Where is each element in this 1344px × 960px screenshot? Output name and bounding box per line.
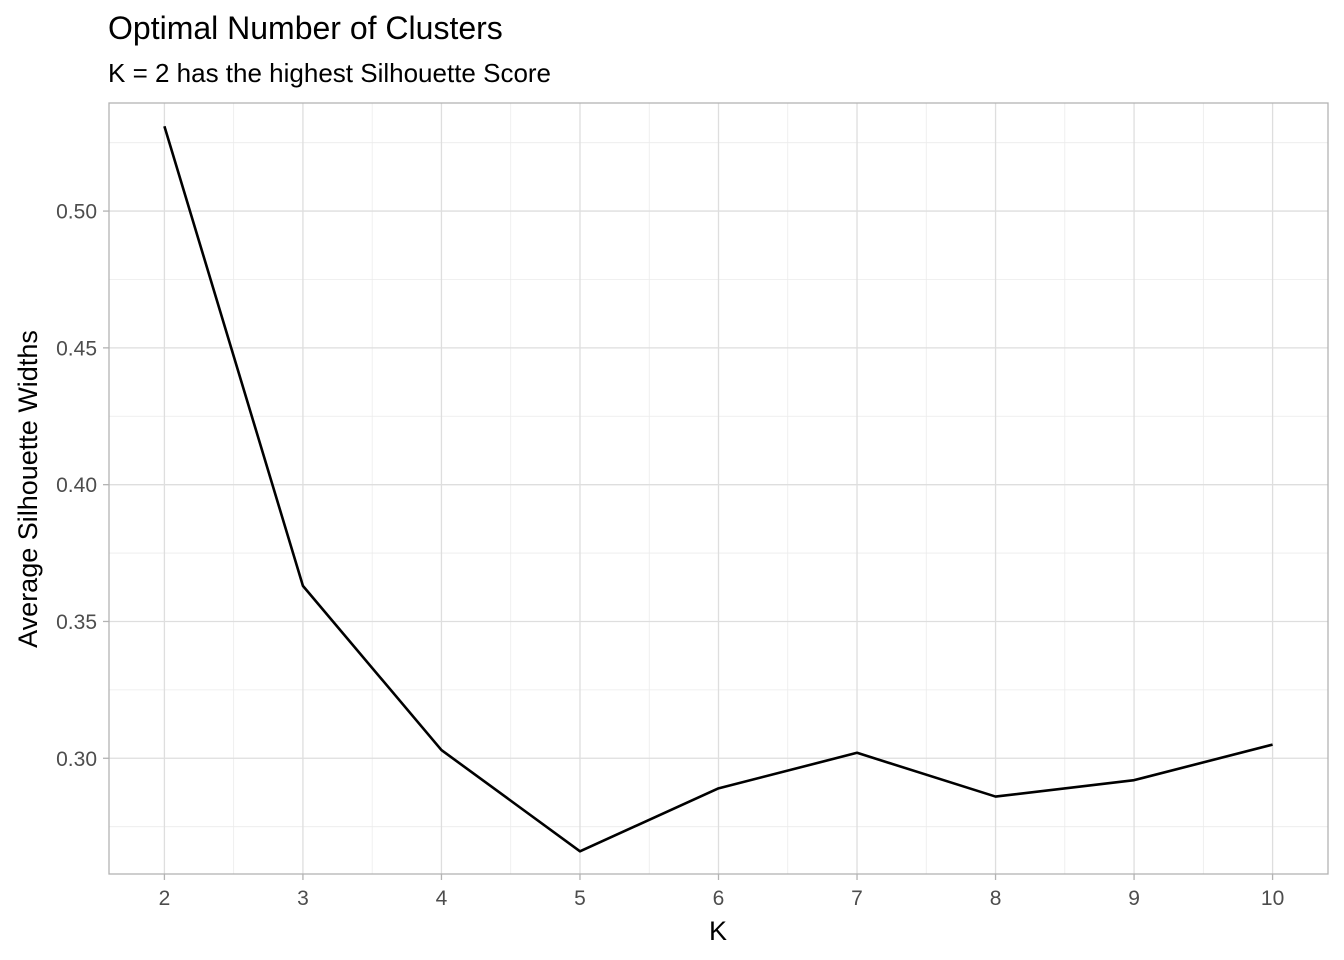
- y-tick-label: 0.35: [56, 611, 97, 634]
- x-axis-ticks: 2 3 4 5 6 7 8 9 10: [159, 874, 1284, 910]
- x-tick-label: 10: [1261, 887, 1284, 910]
- x-tick-label: 9: [1128, 887, 1140, 910]
- plot-panel: [108, 102, 1329, 875]
- chart-subtitle: K = 2 has the highest Silhouette Score: [108, 58, 551, 88]
- x-axis-title: K: [709, 916, 727, 946]
- y-tick-label: 0.45: [56, 337, 97, 360]
- x-tick-label: 2: [159, 887, 171, 910]
- silhouette-series-line: [163, 125, 1273, 853]
- y-tick-label: 0.30: [56, 748, 97, 771]
- x-tick-label: 4: [436, 887, 448, 910]
- chart-title: Optimal Number of Clusters: [108, 10, 503, 46]
- y-axis-title: Average Silhouette Widths: [13, 330, 43, 648]
- x-tick-label: 7: [851, 887, 863, 910]
- y-tick-label: 0.40: [56, 474, 97, 497]
- x-tick-label: 3: [297, 887, 309, 910]
- x-tick-label: 8: [990, 887, 1002, 910]
- y-tick-label: 0.50: [56, 201, 97, 224]
- y-axis-ticks: 0.30 0.35 0.40 0.45 0.50: [56, 201, 109, 771]
- x-tick-label: 5: [574, 887, 586, 910]
- x-tick-label: 6: [713, 887, 725, 910]
